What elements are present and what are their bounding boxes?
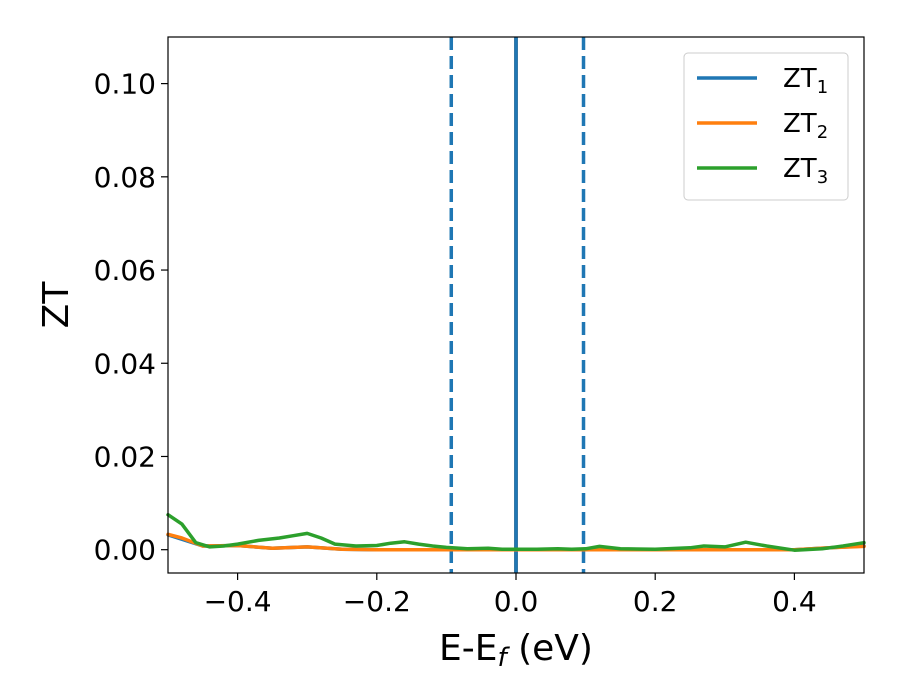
legend-items: ZT1 ZT2 ZT3 bbox=[697, 64, 828, 188]
x-axis-title: E-Ef (eV) bbox=[439, 628, 593, 673]
y-tick-label: 0.00 bbox=[94, 534, 156, 567]
y-tick-label: 0.04 bbox=[94, 347, 156, 380]
y-tick-label: 0.02 bbox=[94, 440, 156, 473]
legend-box bbox=[683, 52, 849, 201]
series-layer bbox=[166, 512, 866, 552]
x-axis: −0.4 −0.2 0.0 0.2 0.4 bbox=[204, 573, 817, 618]
reference-lines bbox=[449, 37, 586, 573]
x-tick-label: 0.0 bbox=[494, 585, 539, 618]
series-line-ZT3 bbox=[166, 512, 866, 552]
y-axis: 0.00 0.02 0.04 0.06 0.08 0.10 bbox=[94, 68, 168, 567]
legend: ZT1 ZT2 ZT3 bbox=[683, 52, 849, 201]
x-tick-label: −0.2 bbox=[343, 585, 411, 618]
x-tick-label: 0.4 bbox=[772, 585, 817, 618]
legend-label: ZT2 bbox=[783, 109, 828, 143]
x-tick-label: −0.4 bbox=[204, 585, 272, 618]
x-axis-title-unit: (eV) bbox=[507, 628, 593, 669]
x-axis-title-main: E-E bbox=[439, 628, 497, 669]
y-tick-label: 0.06 bbox=[94, 254, 156, 287]
legend-label: ZT3 bbox=[783, 154, 828, 188]
x-tick-label: 0.2 bbox=[633, 585, 678, 618]
legend-label: ZT1 bbox=[783, 64, 828, 98]
y-axis-title: ZT bbox=[36, 281, 77, 329]
y-tick-label: 0.10 bbox=[94, 68, 156, 101]
y-tick-label: 0.08 bbox=[94, 161, 156, 194]
